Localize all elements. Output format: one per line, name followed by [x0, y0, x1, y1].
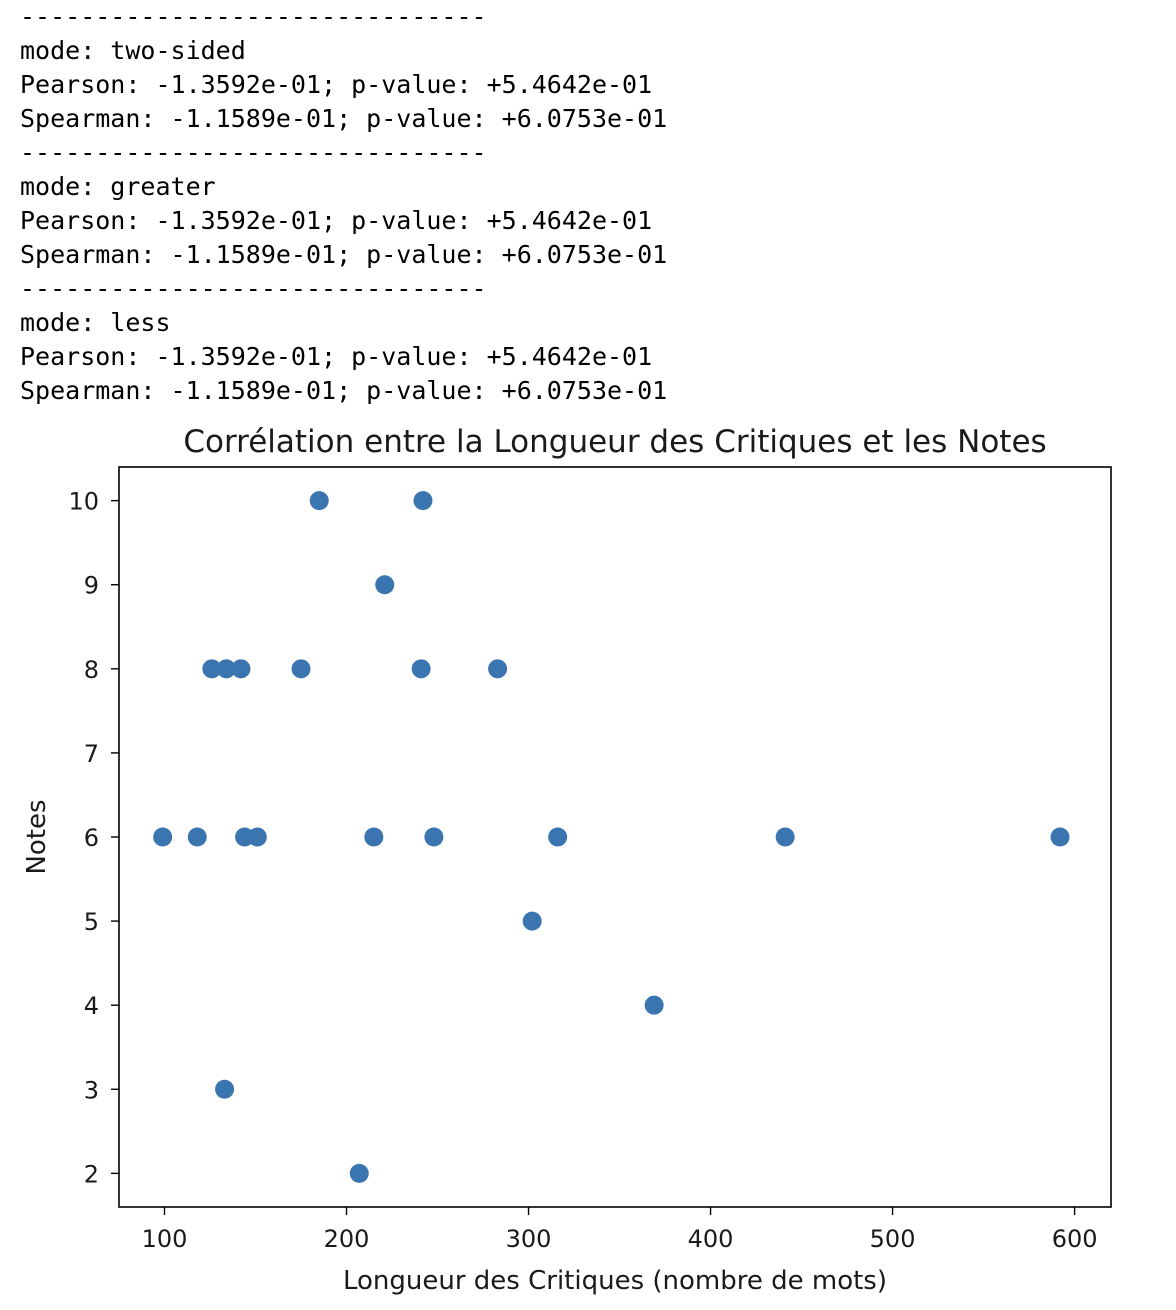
chart-title: Corrélation entre la Longueur des Critiq… — [183, 424, 1046, 460]
pearson-line: Pearson: -1.3592e-01; p-value: +5.4642e-… — [20, 70, 653, 99]
y-tick-label: 7 — [84, 740, 99, 768]
spearman-line: Spearman: -1.1589e-01; p-value: +6.0753e… — [20, 240, 668, 269]
pearson-line: Pearson: -1.3592e-01; p-value: +5.4642e-… — [20, 206, 653, 235]
data-point — [775, 827, 795, 847]
data-point — [548, 827, 568, 847]
separator-line: ------------------------------- — [20, 138, 487, 167]
y-tick-label: 3 — [84, 1076, 99, 1104]
data-point — [1050, 827, 1070, 847]
y-tick-label: 5 — [84, 908, 99, 936]
separator-line: ------------------------------- — [20, 274, 487, 303]
mode-line: mode: less — [20, 308, 171, 337]
y-tick-label: 4 — [84, 992, 99, 1020]
data-point — [375, 575, 395, 595]
x-tick-label: 200 — [324, 1225, 370, 1253]
data-point — [413, 491, 433, 511]
x-tick-label: 300 — [506, 1225, 552, 1253]
x-tick-label: 400 — [688, 1225, 734, 1253]
x-tick-label: 500 — [870, 1225, 916, 1253]
data-point — [488, 659, 508, 679]
plot-frame — [118, 466, 1112, 1208]
scatter-chart: Corrélation entre la Longueur des Critiq… — [22, 424, 1112, 1296]
data-point — [349, 1163, 369, 1183]
data-point — [153, 827, 173, 847]
x-tick-label: 600 — [1052, 1225, 1098, 1253]
x-tick-label: 100 — [142, 1225, 188, 1253]
spearman-line: Spearman: -1.1589e-01; p-value: +6.0753e… — [20, 104, 668, 133]
data-point — [411, 659, 431, 679]
console-output: ------------------------------- mode: two… — [20, 0, 1160, 408]
separator-line: ------------------------------- — [20, 2, 487, 31]
data-point — [644, 995, 664, 1015]
y-tick-label: 2 — [84, 1160, 99, 1188]
data-point — [522, 911, 542, 931]
data-point — [187, 827, 207, 847]
data-point — [424, 827, 444, 847]
data-point — [247, 827, 267, 847]
pearson-line: Pearson: -1.3592e-01; p-value: +5.4642e-… — [20, 342, 653, 371]
y-tick-label: 10 — [68, 488, 99, 516]
spearman-line: Spearman: -1.1589e-01; p-value: +6.0753e… — [20, 376, 668, 405]
data-point — [291, 659, 311, 679]
mode-line: mode: two-sided — [20, 36, 246, 65]
data-point — [202, 659, 222, 679]
x-axis-label: Longueur des Critiques (nombre de mots) — [343, 1266, 887, 1296]
y-tick-label: 8 — [84, 656, 99, 684]
data-point — [216, 659, 236, 679]
mode-line: mode: greater — [20, 172, 216, 201]
data-point — [231, 659, 251, 679]
y-tick-label: 6 — [84, 824, 99, 852]
y-axis-label: Notes — [22, 799, 52, 874]
data-point — [215, 1079, 235, 1099]
data-point — [309, 491, 329, 511]
y-tick-label: 9 — [84, 572, 99, 600]
chart-container: Corrélation entre la Longueur des Critiq… — [0, 410, 1176, 1306]
data-point — [364, 827, 384, 847]
